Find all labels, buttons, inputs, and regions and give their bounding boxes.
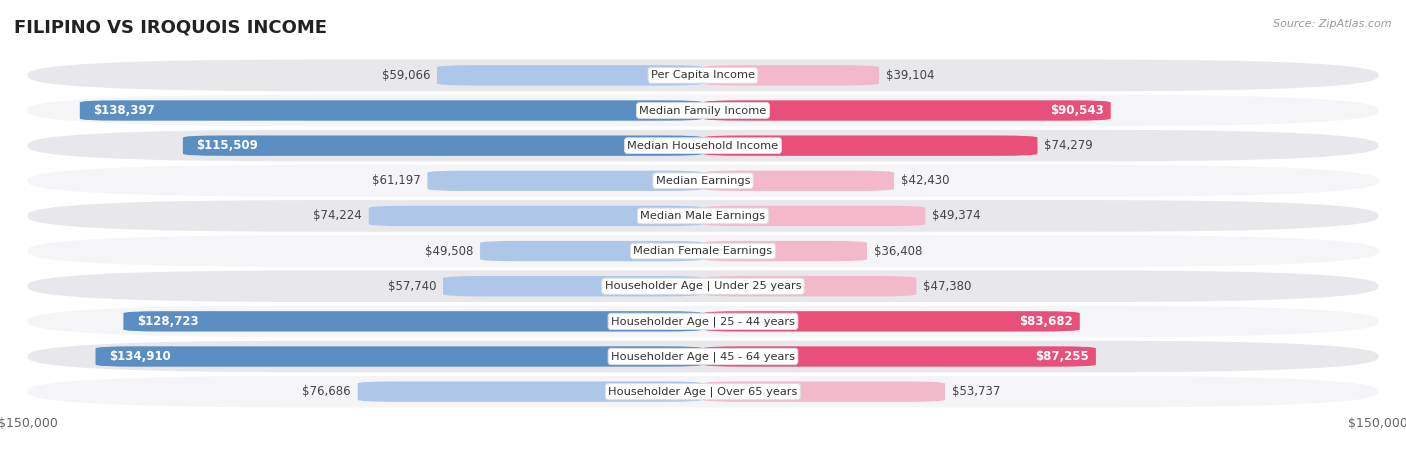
FancyBboxPatch shape (703, 170, 894, 191)
Text: Median Earnings: Median Earnings (655, 176, 751, 186)
FancyBboxPatch shape (368, 206, 703, 226)
Text: Median Household Income: Median Household Income (627, 141, 779, 151)
FancyBboxPatch shape (28, 130, 1378, 162)
Text: $138,397: $138,397 (93, 104, 155, 117)
FancyBboxPatch shape (96, 347, 703, 367)
FancyBboxPatch shape (479, 241, 703, 261)
FancyBboxPatch shape (703, 100, 1111, 120)
FancyBboxPatch shape (703, 276, 917, 297)
Text: $53,737: $53,737 (952, 385, 1000, 398)
FancyBboxPatch shape (28, 270, 1378, 302)
Text: Householder Age | Under 25 years: Householder Age | Under 25 years (605, 281, 801, 291)
FancyBboxPatch shape (80, 100, 703, 120)
FancyBboxPatch shape (28, 235, 1378, 267)
FancyBboxPatch shape (427, 170, 703, 191)
FancyBboxPatch shape (28, 95, 1378, 126)
Text: $47,380: $47,380 (924, 280, 972, 293)
Text: Householder Age | 25 - 44 years: Householder Age | 25 - 44 years (612, 316, 794, 326)
Text: $76,686: $76,686 (302, 385, 352, 398)
FancyBboxPatch shape (703, 241, 868, 261)
Text: $59,066: $59,066 (382, 69, 430, 82)
FancyBboxPatch shape (703, 347, 1095, 367)
FancyBboxPatch shape (28, 60, 1378, 91)
Text: Householder Age | 45 - 64 years: Householder Age | 45 - 64 years (612, 351, 794, 362)
Text: Median Family Income: Median Family Income (640, 106, 766, 115)
Text: $61,197: $61,197 (373, 174, 420, 187)
Text: $74,279: $74,279 (1045, 139, 1092, 152)
Text: Source: ZipAtlas.com: Source: ZipAtlas.com (1274, 19, 1392, 28)
FancyBboxPatch shape (703, 65, 879, 85)
Text: Median Female Earnings: Median Female Earnings (634, 246, 772, 256)
Text: Median Male Earnings: Median Male Earnings (641, 211, 765, 221)
Text: $57,740: $57,740 (388, 280, 436, 293)
Text: $36,408: $36,408 (873, 245, 922, 258)
FancyBboxPatch shape (28, 341, 1378, 372)
Text: Householder Age | Over 65 years: Householder Age | Over 65 years (609, 386, 797, 397)
FancyBboxPatch shape (28, 305, 1378, 337)
FancyBboxPatch shape (124, 311, 703, 332)
Text: $39,104: $39,104 (886, 69, 935, 82)
FancyBboxPatch shape (28, 200, 1378, 232)
FancyBboxPatch shape (357, 382, 703, 402)
Text: $128,723: $128,723 (136, 315, 198, 328)
FancyBboxPatch shape (703, 382, 945, 402)
Text: $87,255: $87,255 (1035, 350, 1090, 363)
FancyBboxPatch shape (703, 311, 1080, 332)
FancyBboxPatch shape (437, 65, 703, 85)
Text: $134,910: $134,910 (110, 350, 170, 363)
Text: Per Capita Income: Per Capita Income (651, 71, 755, 80)
Text: $49,508: $49,508 (425, 245, 474, 258)
Text: $83,682: $83,682 (1019, 315, 1073, 328)
FancyBboxPatch shape (28, 165, 1378, 197)
Text: $49,374: $49,374 (932, 209, 981, 222)
Text: $74,224: $74,224 (314, 209, 361, 222)
Text: $42,430: $42,430 (901, 174, 949, 187)
FancyBboxPatch shape (443, 276, 703, 297)
Text: FILIPINO VS IROQUOIS INCOME: FILIPINO VS IROQUOIS INCOME (14, 19, 328, 37)
FancyBboxPatch shape (28, 376, 1378, 407)
FancyBboxPatch shape (703, 135, 1038, 156)
Text: $90,543: $90,543 (1050, 104, 1104, 117)
Text: $115,509: $115,509 (197, 139, 259, 152)
FancyBboxPatch shape (183, 135, 703, 156)
FancyBboxPatch shape (703, 206, 925, 226)
